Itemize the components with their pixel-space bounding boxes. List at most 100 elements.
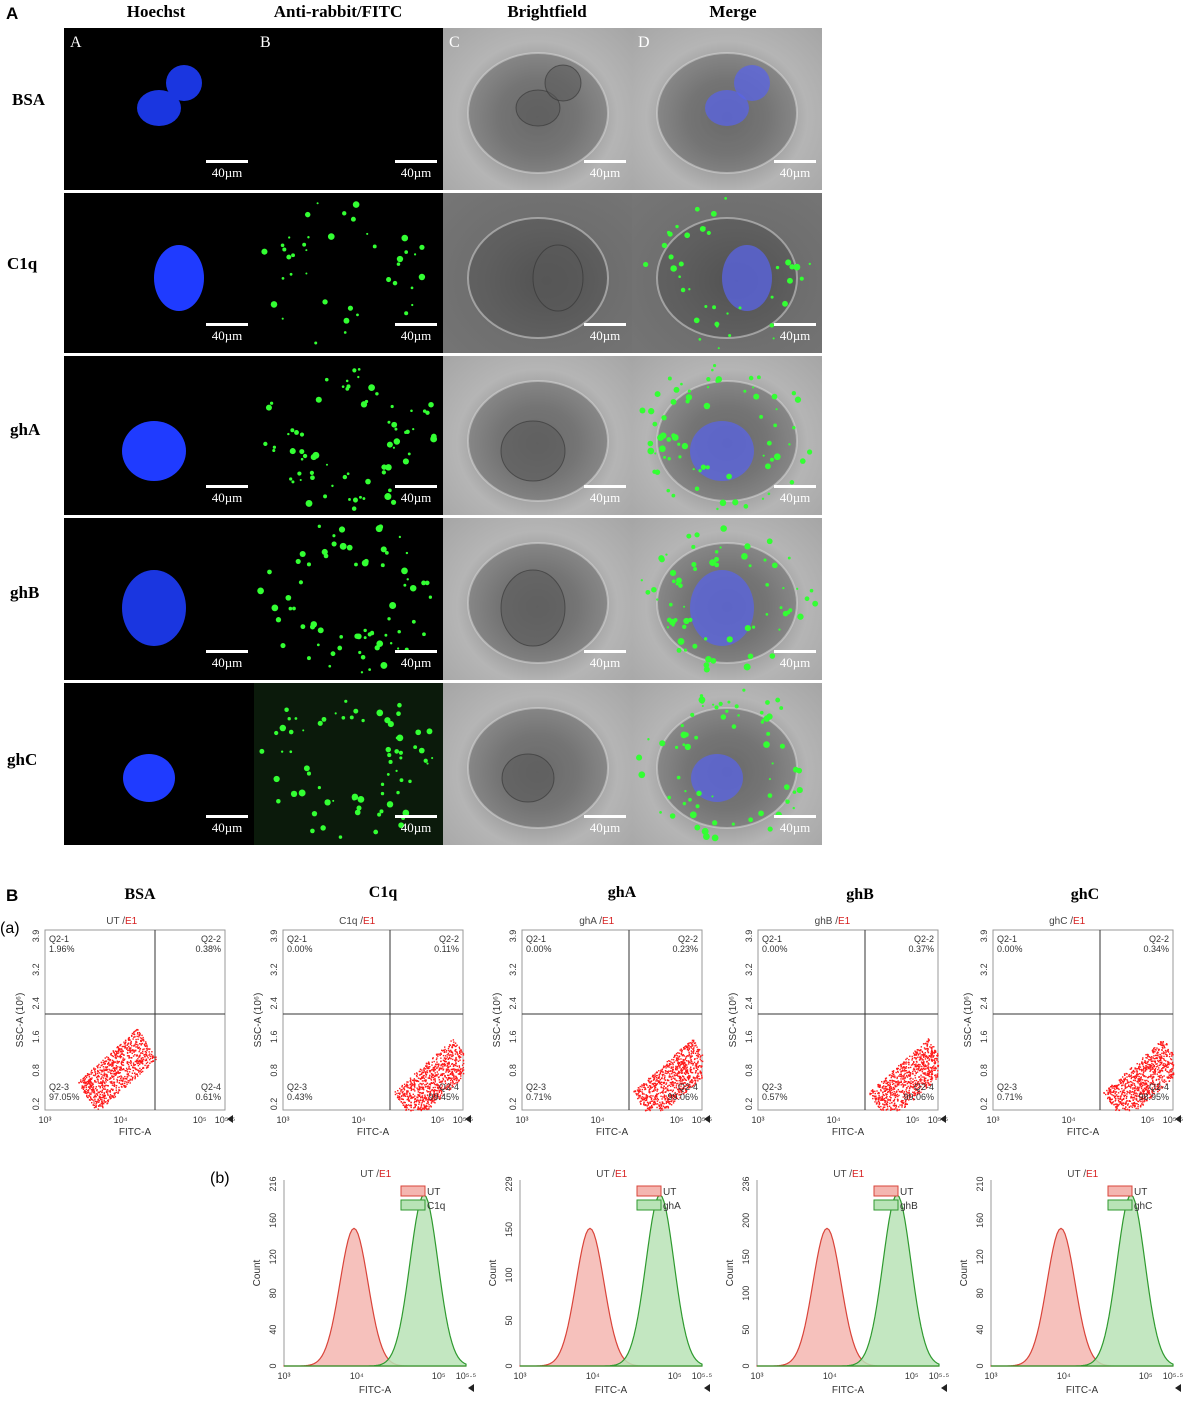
fitc-punctum (388, 488, 392, 493)
event-dot (119, 1071, 121, 1074)
event-dot (909, 1078, 911, 1080)
fitc-punctum (305, 499, 313, 507)
event-dot (650, 1087, 653, 1089)
event-dot (882, 1082, 885, 1084)
event-dot (1147, 1080, 1149, 1083)
event-dot (1135, 1099, 1138, 1101)
event-dot (90, 1069, 93, 1072)
event-dot (1124, 1078, 1126, 1080)
event-dot (667, 1105, 669, 1108)
fitc-punctum (363, 558, 369, 564)
fitc-punctum (281, 276, 285, 280)
event-dot (405, 1109, 407, 1111)
event-dot (1111, 1087, 1113, 1089)
fitc-punctum (273, 775, 280, 783)
event-dot (110, 1077, 112, 1079)
event-dot (103, 1092, 106, 1095)
event-dot (120, 1067, 122, 1070)
fitc-punctum (685, 399, 690, 404)
event-dot (417, 1096, 419, 1099)
scatter-ylabel: SSC-A (10⁶) (253, 993, 264, 1048)
fitc-punctum (714, 562, 720, 568)
event-dot (113, 1085, 116, 1087)
event-dot (456, 1053, 459, 1055)
event-dot (125, 1041, 127, 1044)
event-dot (437, 1094, 439, 1096)
event-dot (883, 1088, 885, 1090)
event-dot (115, 1089, 118, 1091)
event-dot (890, 1087, 893, 1089)
event-dot (691, 1042, 693, 1045)
event-dot (106, 1076, 109, 1078)
event-dot (1125, 1096, 1128, 1098)
event-dot (663, 1107, 666, 1109)
fitc-punctum (419, 244, 425, 250)
event-dot (656, 1090, 658, 1092)
scatter-xlabel: FITC-A (119, 1127, 152, 1137)
event-dot (1150, 1065, 1153, 1067)
event-dot (1167, 1077, 1169, 1079)
event-dot (909, 1066, 912, 1069)
event-dot (925, 1055, 927, 1057)
fitc-punctum (294, 717, 298, 720)
event-dot (666, 1063, 668, 1066)
event-dot (669, 1093, 671, 1096)
event-dot (418, 1086, 420, 1088)
event-dot (678, 1091, 680, 1094)
fitc-punctum (743, 504, 749, 509)
event-dot (930, 1050, 933, 1052)
fitc-punctum (756, 375, 761, 380)
event-dot (1148, 1092, 1151, 1094)
event-dot (436, 1090, 438, 1092)
event-dot (669, 1085, 672, 1088)
event-dot (1166, 1055, 1168, 1057)
fitc-punctum (673, 386, 680, 393)
event-dot (681, 1062, 684, 1065)
event-dot (925, 1084, 927, 1087)
panel-b-label: B (6, 886, 19, 905)
event-dot (1157, 1071, 1160, 1073)
event-dot (97, 1064, 99, 1067)
fitc-punctum (379, 809, 384, 814)
event-dot (901, 1104, 903, 1106)
event-dot (434, 1072, 436, 1074)
fitc-punctum (668, 254, 674, 260)
scale-bar: 40µm (774, 815, 816, 836)
event-dot (679, 1077, 681, 1079)
event-dot (915, 1064, 917, 1067)
fitc-punctum (670, 266, 675, 270)
event-dot (924, 1042, 926, 1045)
event-dot (927, 1071, 929, 1073)
event-dot (1144, 1088, 1147, 1091)
event-dot (1159, 1057, 1161, 1059)
fitc-punctum (392, 280, 398, 286)
event-dot (102, 1102, 104, 1105)
event-dot (919, 1052, 921, 1054)
event-dot (884, 1080, 886, 1082)
event-dot (1136, 1086, 1139, 1088)
event-dot (1110, 1102, 1113, 1104)
event-dot (429, 1094, 432, 1096)
event-dot (895, 1081, 897, 1084)
q1-value: 1.96% (49, 944, 75, 954)
event-dot (903, 1063, 905, 1065)
fitc-punctum (766, 713, 773, 720)
event-dot (911, 1055, 913, 1058)
event-dot (122, 1059, 124, 1061)
nucleus (122, 421, 186, 481)
event-dot (931, 1060, 934, 1062)
event-dot (1163, 1058, 1165, 1060)
event-dot (410, 1089, 412, 1092)
event-dot (1130, 1096, 1133, 1098)
event-dot (101, 1081, 103, 1084)
event-dot (121, 1050, 124, 1052)
event-dot (89, 1079, 91, 1081)
fitc-punctum (686, 533, 692, 539)
event-dot (1136, 1062, 1138, 1065)
event-dot (110, 1088, 113, 1090)
event-dot (1124, 1094, 1127, 1097)
event-dot (657, 1077, 659, 1079)
event-dot (680, 1085, 682, 1087)
nucleus (500, 569, 566, 647)
scale-bar-label: 40µm (211, 490, 243, 505)
